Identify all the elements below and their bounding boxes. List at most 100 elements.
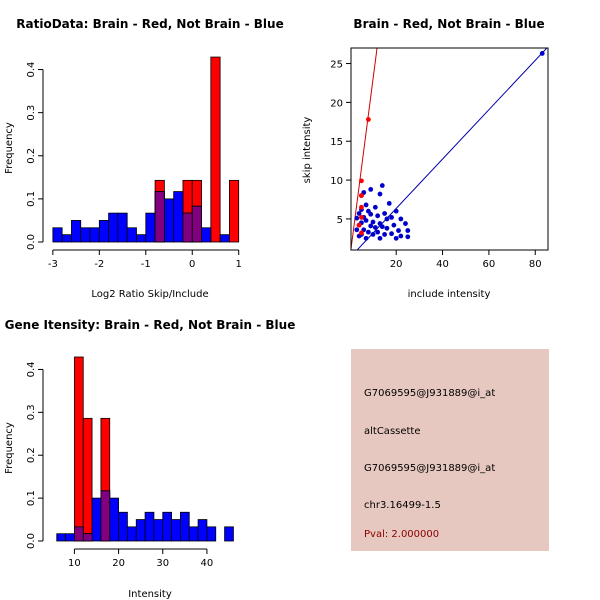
not-brain-point (354, 227, 360, 233)
not-brain-bar (89, 227, 100, 243)
not-brain-point (382, 211, 388, 216)
ratio-histogram-panel: RatioData: Brain - Red, Not Brain - Blue… (4, 17, 284, 300)
not-brain-bar (163, 198, 175, 243)
chromosome-location-text: chr3.16499-1.5 (364, 500, 441, 511)
not-brain-point (539, 51, 545, 56)
not-brain-bar (162, 511, 172, 542)
not-brain-point (389, 214, 394, 220)
brain-point (359, 193, 364, 199)
not-brain-point (363, 235, 369, 241)
not-brain-bar (188, 526, 199, 542)
not-brain-bar (127, 526, 137, 542)
not-brain-bar (144, 511, 155, 542)
overlap-bar (154, 191, 165, 243)
not-brain-point (405, 228, 411, 233)
not-brain-bar (117, 212, 128, 243)
not-brain-point (379, 183, 385, 188)
x-tick-label: 0 (189, 259, 195, 270)
brain-point (356, 222, 362, 228)
brain-bar (82, 417, 93, 542)
event-type-text: altCassette (364, 426, 421, 437)
intensity-histogram-ylabel: Frequency (4, 422, 15, 474)
not-brain-point (389, 231, 394, 237)
y-tick-label: 0.0 (26, 533, 37, 549)
not-brain-bar (80, 227, 91, 243)
not-brain-bar (61, 234, 72, 243)
not-brain-point (370, 219, 376, 225)
not-brain-point (368, 187, 374, 192)
not-brain-point (363, 218, 369, 223)
brain-point (359, 214, 364, 220)
not-brain-fit-line (356, 48, 548, 250)
intensity-histogram-xlabel: Intensity (128, 589, 172, 600)
brain-bar (210, 56, 221, 243)
x-tick-label: 30 (156, 558, 169, 569)
not-brain-point (398, 216, 404, 222)
not-brain-point (379, 224, 385, 230)
not-brain-point (372, 204, 378, 210)
not-brain-point (363, 202, 369, 208)
not-brain-point (356, 211, 362, 216)
y-tick-label: 0.2 (26, 148, 37, 164)
x-tick-label: 20 (390, 259, 403, 270)
not-brain-bar (71, 220, 82, 243)
y-tick-label: 0.3 (26, 404, 37, 420)
y-tick-label: 25 (330, 60, 343, 71)
not-brain-bar (197, 519, 208, 542)
y-tick-label: 20 (330, 98, 343, 109)
not-brain-point (382, 232, 388, 237)
not-brain-bar (206, 526, 217, 542)
intensity-histogram-axes: 0.0 0.1 0.2 0.3 0.4 10 20 30 40 (26, 361, 213, 569)
not-brain-point (365, 229, 371, 235)
intensity-histogram-panel: Gene Itensity: Brain - Red, Not Brain - … (4, 318, 295, 600)
overlap-bar (74, 526, 84, 542)
not-brain-point (384, 216, 390, 222)
not-brain-point (393, 235, 399, 241)
intensity-scatter-xlabel: include intensity (408, 289, 491, 300)
probe-id-text: G7069595@J931889@i_at (364, 388, 495, 399)
overlap-bar (182, 212, 193, 243)
brain-point (359, 230, 364, 236)
intensity-histogram-bars (56, 356, 234, 542)
not-brain-point (375, 213, 381, 219)
y-tick-label: 0.1 (26, 191, 37, 207)
brain-fit-line (351, 48, 378, 250)
not-brain-point (377, 235, 383, 241)
y-tick-label: 10 (330, 176, 343, 187)
x-tick-label: -3 (48, 259, 58, 270)
not-brain-point (375, 229, 381, 235)
brain-bar (74, 356, 84, 542)
not-brain-point (396, 228, 401, 233)
probe-id-repeat-text: G7069595@J931889@i_at (364, 463, 495, 474)
not-brain-point (377, 191, 383, 197)
not-brain-point (405, 234, 411, 240)
y-tick-label: 15 (330, 137, 343, 148)
y-tick-label: 0.4 (26, 361, 37, 377)
intensity-scatter-plot (351, 48, 548, 250)
overlap-bar (82, 533, 93, 542)
x-tick-label: -1 (141, 259, 151, 270)
not-brain-bar (109, 497, 119, 542)
x-tick-label: 1 (236, 259, 242, 270)
not-brain-point (370, 232, 376, 237)
not-brain-bar (118, 511, 128, 542)
ratio-histogram-xlabel: Log2 Ratio Skip/Include (91, 289, 208, 300)
not-brain-bar (135, 519, 146, 542)
not-brain-point (384, 225, 390, 231)
overlap-bar (100, 490, 111, 542)
intensity-histogram-title: Gene Itensity: Brain - Red, Not Brain - … (5, 318, 296, 332)
intensity-scatter-title: Brain - Red, Not Brain - Blue (353, 17, 544, 31)
not-brain-bar (145, 212, 156, 243)
brain-point (365, 117, 371, 122)
ratio-histogram-ylabel: Frequency (4, 122, 15, 174)
brain-point (359, 204, 364, 210)
intensity-scatter-axes: 20 40 60 80 5 10 15 20 25 (330, 47, 549, 270)
not-brain-point (372, 225, 378, 230)
not-brain-bar (180, 511, 190, 542)
brain-bar (229, 179, 240, 243)
brain-point (359, 178, 364, 184)
not-brain-point (368, 211, 374, 217)
pval-text: Pval: 2.000000 (364, 529, 439, 540)
not-brain-bar (153, 519, 164, 542)
